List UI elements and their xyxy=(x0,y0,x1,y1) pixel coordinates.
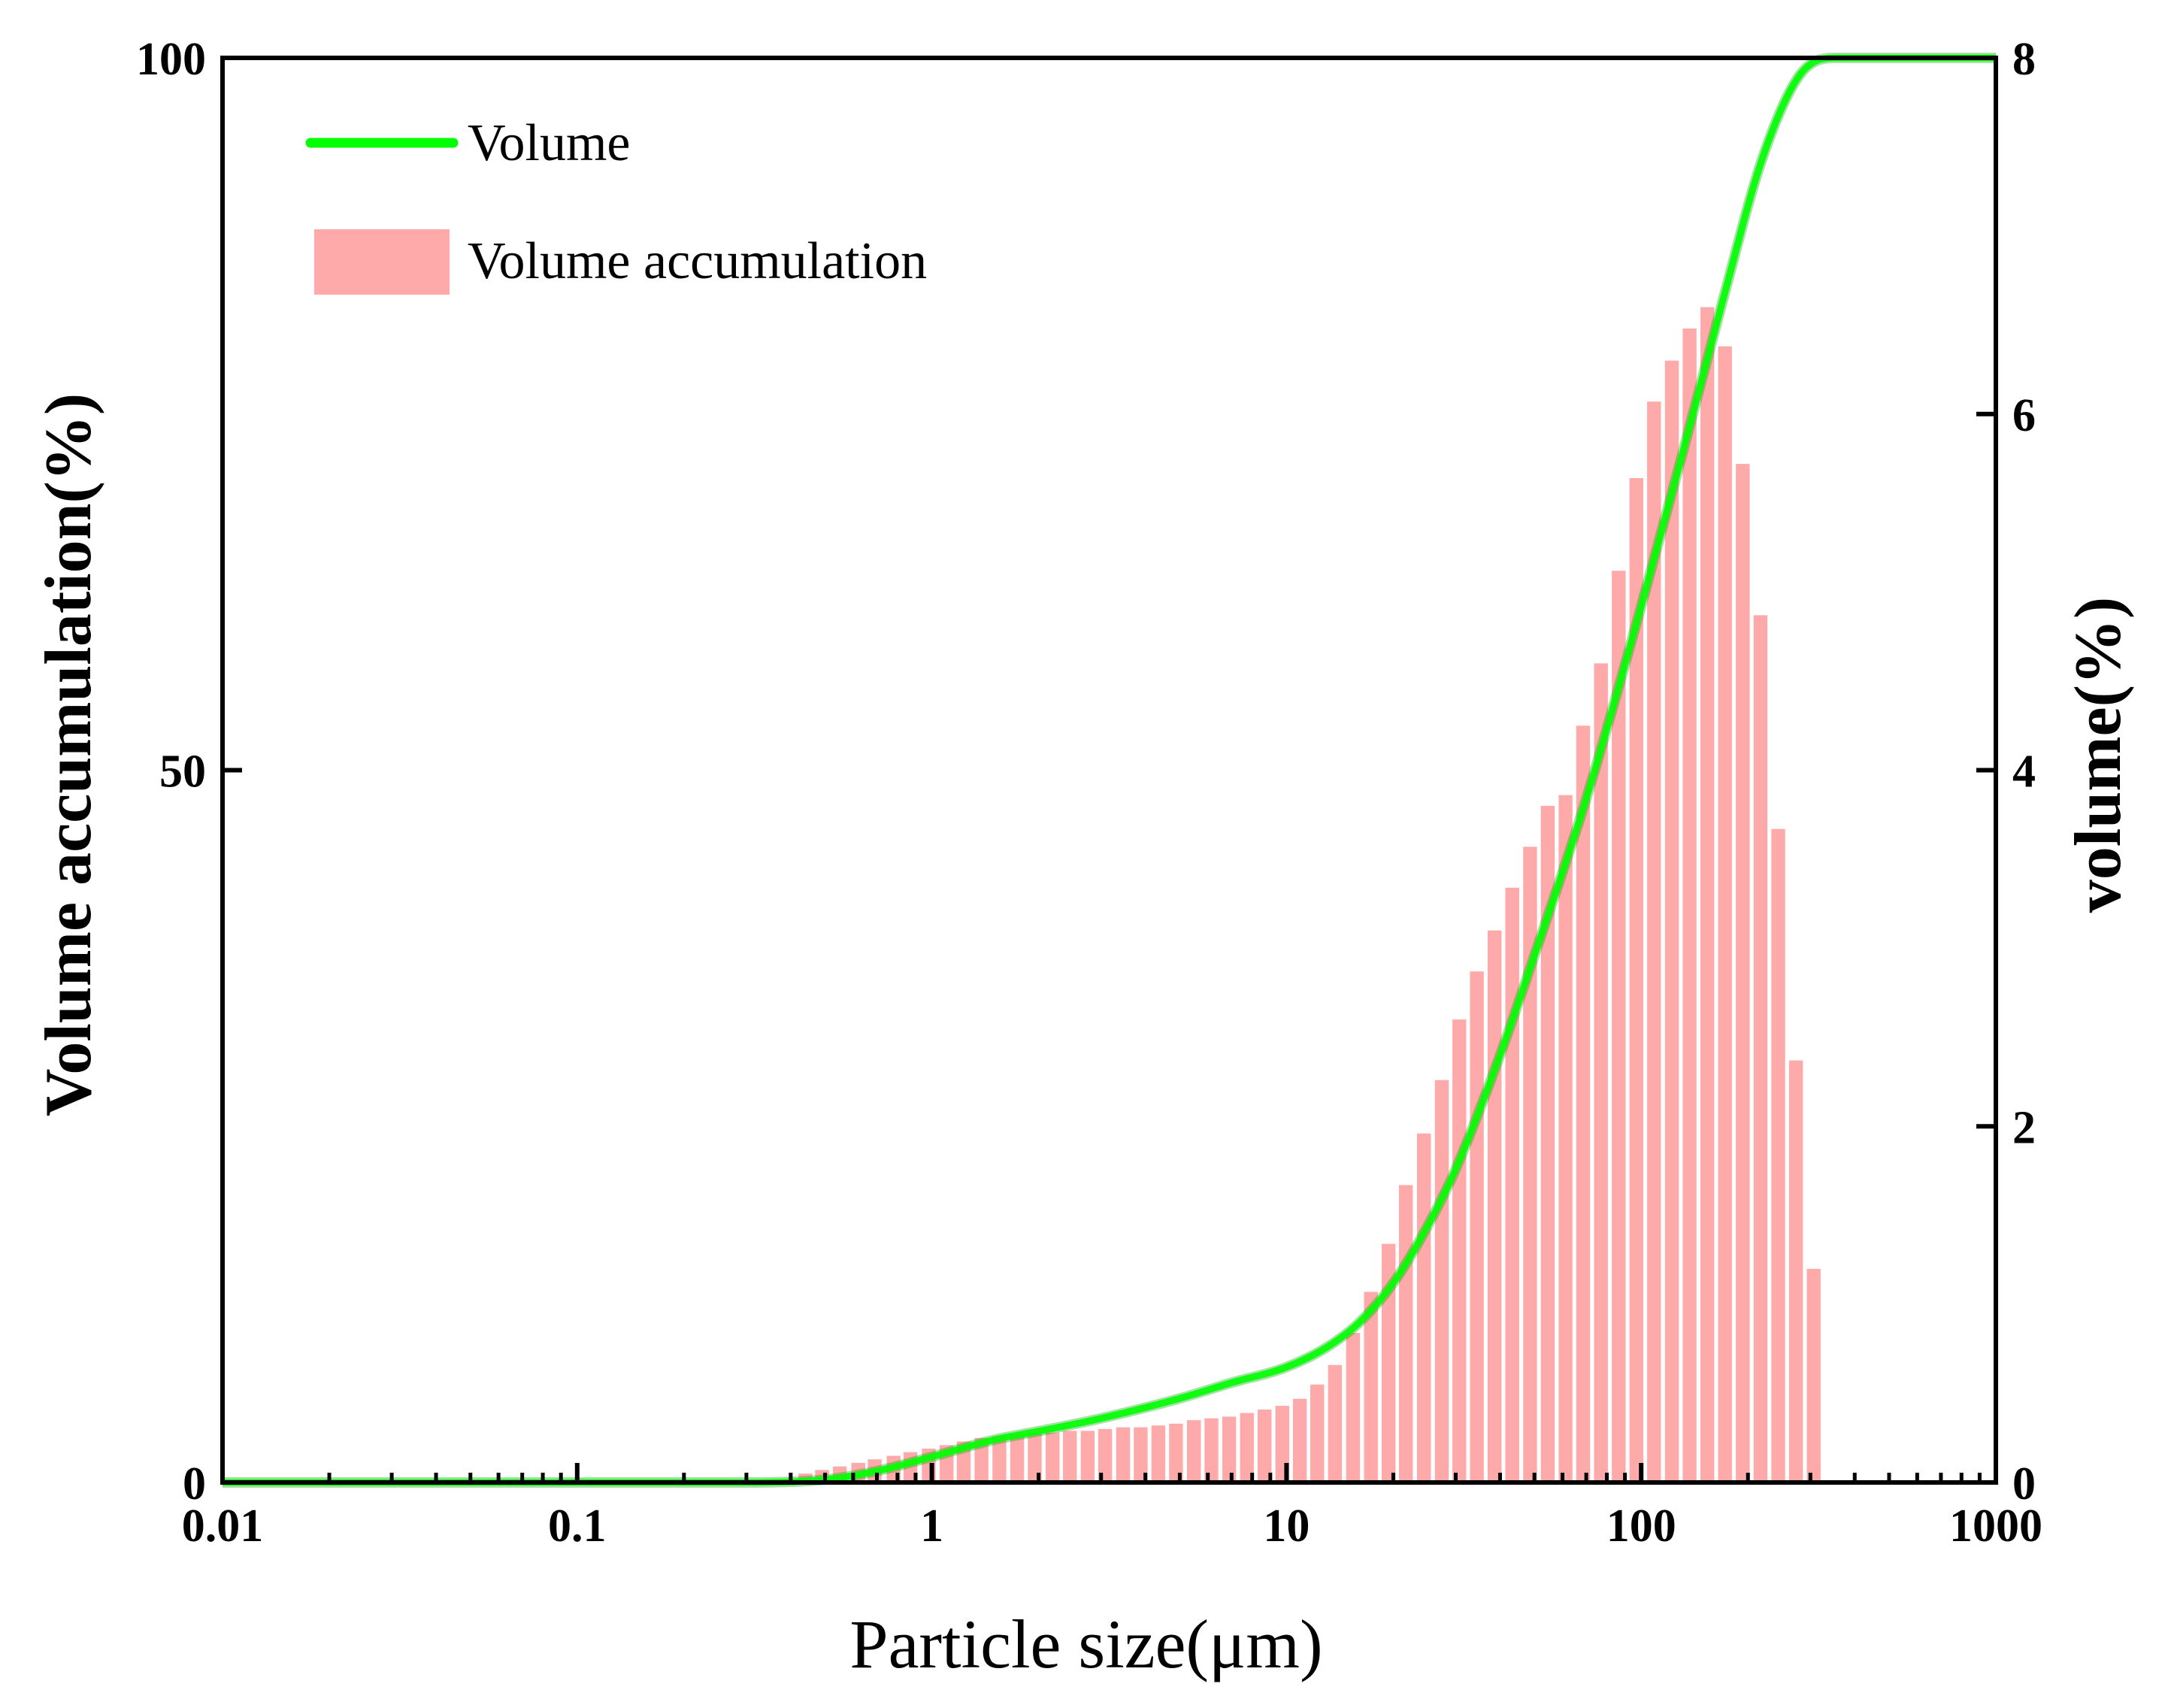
bar xyxy=(1258,1409,1272,1482)
bar xyxy=(1116,1427,1131,1482)
bar xyxy=(1629,478,1643,1482)
bar xyxy=(1399,1185,1413,1482)
x-tick-label: 1 xyxy=(920,1501,943,1552)
y-right-tick-label: 4 xyxy=(2012,746,2036,798)
bar xyxy=(1292,1398,1307,1482)
y-right-tick-label: 0 xyxy=(2012,1458,2036,1510)
bar xyxy=(1364,1292,1378,1482)
bar xyxy=(1682,329,1697,1482)
bar xyxy=(1700,307,1715,1483)
x-tick-label: 100 xyxy=(1606,1501,1676,1552)
bar xyxy=(1417,1133,1431,1482)
bar xyxy=(1523,846,1537,1482)
x-tick-label: 0.1 xyxy=(548,1501,607,1552)
bar xyxy=(1806,1268,1821,1483)
bar xyxy=(1540,805,1555,1482)
bar xyxy=(1010,1434,1025,1482)
legend-bar-swatch xyxy=(314,229,450,295)
bar xyxy=(1063,1431,1077,1482)
bar xyxy=(1382,1243,1396,1482)
bar xyxy=(1558,795,1573,1482)
x-tick-label: 10 xyxy=(1263,1501,1310,1552)
bar xyxy=(1098,1428,1113,1482)
legend-label-volume-accumulation: Volume accumulation xyxy=(468,232,927,290)
bar xyxy=(1328,1364,1343,1482)
bar xyxy=(1240,1413,1254,1482)
y-right-tick-label: 6 xyxy=(2012,390,2036,441)
bar xyxy=(992,1436,1007,1482)
bar xyxy=(1788,1060,1803,1482)
x-axis-label: Particle size(μm) xyxy=(849,1606,1322,1682)
y-left-tick-label: 50 xyxy=(159,746,206,798)
x-tick-label: 1000 xyxy=(1949,1501,2042,1552)
bar xyxy=(1612,571,1626,1483)
bar xyxy=(1204,1418,1219,1482)
y-right-tick-label: 8 xyxy=(2012,34,2036,85)
bar xyxy=(1736,464,1750,1482)
bar xyxy=(1151,1425,1166,1482)
bar xyxy=(1346,1333,1361,1482)
bar xyxy=(974,1437,989,1482)
y-axis-left-label: Volume accumulation(%) xyxy=(32,393,105,1116)
bar xyxy=(1046,1432,1060,1482)
y-left-tick-label: 0 xyxy=(183,1458,206,1510)
bar xyxy=(1664,360,1679,1483)
bar xyxy=(1488,930,1502,1482)
bar xyxy=(1771,828,1785,1482)
bar xyxy=(1718,346,1732,1483)
bar xyxy=(1080,1431,1095,1482)
bars-layer xyxy=(798,307,1821,1483)
y-left-tick-label: 100 xyxy=(136,34,206,85)
bar xyxy=(1222,1416,1237,1482)
bar xyxy=(1028,1432,1042,1482)
y-axis-right-label: volume(%) xyxy=(2062,597,2135,913)
legend-label-volume: Volume xyxy=(468,114,631,172)
bar xyxy=(1310,1384,1325,1482)
bar xyxy=(1434,1080,1449,1482)
bar xyxy=(1470,971,1484,1482)
legend: Volume Volume accumulation xyxy=(305,114,927,295)
x-tick-label: 0.01 xyxy=(182,1501,264,1552)
bar xyxy=(1452,1019,1467,1482)
bar xyxy=(1134,1427,1148,1482)
bar xyxy=(1169,1423,1183,1482)
bar xyxy=(1505,887,1519,1482)
bar xyxy=(1576,725,1591,1482)
bar xyxy=(1753,615,1768,1482)
y-right-tick-label: 2 xyxy=(2012,1102,2036,1153)
bar xyxy=(1187,1420,1201,1482)
bar xyxy=(1647,401,1661,1483)
bar xyxy=(1594,663,1608,1482)
